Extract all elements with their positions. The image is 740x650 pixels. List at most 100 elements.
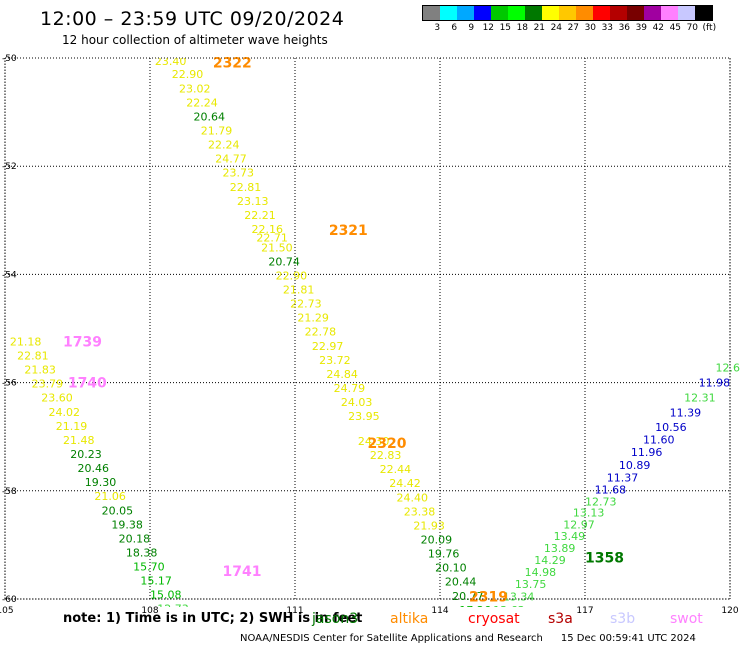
scale-label: 21 (533, 23, 546, 33)
wave-height-value: 20.46 (78, 462, 110, 475)
color-scale-labels: 3 6 9 12 15 18 21 24 27 30 33 36 39 42 45 70 (ft) (422, 21, 716, 33)
y-tick-label: -50 (2, 54, 17, 64)
wave-height-value: 22.21 (244, 209, 276, 222)
scale-swatch (474, 6, 491, 20)
scale-swatch (576, 6, 593, 20)
wave-height-value: 13.13 (573, 506, 605, 519)
satellite-legend-item: s3a (548, 611, 573, 627)
wave-height-value: 24.77 (215, 153, 247, 166)
wave-height-value: 19.30 (85, 476, 117, 489)
credit-text: NOAA/NESDIS Center for Satellite Applica… (240, 633, 543, 644)
wave-height-value: 24.02 (49, 406, 81, 419)
scale-label: 42 (652, 23, 665, 33)
scale-swatch (525, 6, 542, 20)
scale-label: 39 (635, 23, 648, 33)
wave-height-value: 23.73 (223, 167, 255, 180)
wave-height-value: 21.48 (63, 434, 95, 447)
wave-height-value: 22.81 (230, 181, 262, 194)
wave-height-value: 21.19 (56, 420, 88, 433)
wave-height-value: 24.30 (358, 435, 390, 448)
scale-swatch (610, 6, 627, 20)
scale-label: 6 (451, 23, 458, 33)
wave-height-value: 20.74 (268, 255, 300, 268)
scale-label: 27 (567, 23, 580, 33)
wave-height-value: 13.34 (503, 590, 535, 603)
wave-height-value: 22.44 (380, 463, 412, 476)
wave-height-value: 21.06 (94, 490, 126, 503)
wave-height-value: 12.73 (157, 603, 189, 616)
wave-height-value: 22.90 (172, 68, 204, 81)
wave-height-value: 12.97 (563, 518, 595, 531)
wave-height-value: 23.95 (348, 410, 380, 423)
track-label: 1739 (63, 334, 102, 350)
scale-label: 45 (669, 23, 682, 33)
wave-height-value: 22.81 (17, 350, 49, 363)
scale-swatch (678, 6, 695, 20)
y-tick-label: -52 (2, 162, 17, 172)
scale-swatch (661, 6, 678, 20)
wave-height-value: 23.38 (404, 505, 436, 518)
y-tick-label: -58 (2, 487, 17, 497)
wave-height-value: 19.76 (428, 548, 460, 561)
wave-height-value: 23.72 (319, 354, 351, 367)
footer-note: note: 1) Time is in UTC; 2) SWH is in fe… (63, 611, 363, 626)
scale-label: 30 (584, 23, 597, 33)
wave-height-value: 21.83 (24, 364, 56, 377)
wave-height-value: 12.31 (684, 392, 716, 405)
wave-height-value: 23.40 (155, 55, 187, 68)
scale-label: 9 (468, 23, 475, 33)
wave-height-value: 20.09 (421, 533, 453, 546)
credit-timestamp: 15 Dec 00:59:41 UTC 2024 (560, 633, 696, 644)
wave-height-value: 24.42 (389, 477, 421, 490)
wave-height-value: 17.26 (459, 604, 491, 617)
credit-line: NOAA/NESDIS Center for Satellite Applica… (240, 633, 696, 644)
wave-height-value: 11.98 (699, 377, 731, 390)
wave-height-value: 21.79 (201, 124, 233, 137)
wave-height-value: 23.79 (32, 378, 64, 391)
wave-height-value: 14.29 (534, 554, 566, 567)
wave-height-value: 18.38 (126, 546, 158, 559)
wave-height-value: 23.60 (41, 392, 73, 405)
wave-height-value: 15.17 (140, 575, 172, 588)
wave-height-value: 22.97 (312, 340, 344, 353)
wave-height-value: 10.89 (619, 459, 651, 472)
scale-swatch (508, 6, 525, 20)
wave-height-value: 21.18 (10, 335, 42, 348)
wave-height-value: 13.49 (554, 530, 586, 543)
x-tick-label: 105 (0, 606, 14, 616)
wave-height-value: 22.90 (276, 269, 308, 282)
wave-height-value: 20.18 (119, 532, 151, 545)
wave-height-value: 20.10 (435, 562, 467, 575)
wave-height-value: 23.02 (179, 82, 211, 95)
wave-height-value: 21.93 (413, 519, 445, 532)
wave-height-value: 22.78 (305, 326, 337, 339)
wave-height-value: 20.77 (452, 590, 484, 603)
scale-swatch (695, 6, 712, 20)
wave-height-value: 21.81 (283, 284, 315, 297)
satellite-legend-item: altika (390, 611, 429, 627)
wave-height-value: 11.39 (670, 406, 702, 419)
wave-height-value: 13.63 (493, 604, 524, 617)
track-label: 1741 (223, 564, 262, 580)
wave-height-value: 14.98 (525, 566, 557, 579)
scale-swatch (440, 6, 457, 20)
scale-swatch (559, 6, 576, 20)
scale-label: 24 (550, 23, 563, 33)
track-label: 2320 (368, 436, 407, 452)
wave-height-value: 24.03 (341, 396, 373, 409)
wave-height-value: 20.64 (194, 110, 226, 123)
wave-height-value: 21.50 (261, 241, 293, 254)
scale-swatch (491, 6, 508, 20)
y-tick-label: -60 (2, 595, 17, 605)
scale-swatch (423, 6, 440, 20)
scale-label: 12 (482, 23, 495, 33)
wave-height-value: 11.68 (595, 484, 627, 497)
track-label: 1358 (585, 550, 624, 566)
wave-height-value: 13.89 (544, 542, 576, 555)
scale-swatch (542, 6, 559, 20)
track-label: 2322 (213, 55, 252, 71)
y-tick-label: -54 (2, 270, 17, 280)
wave-height-value: 15.08 (150, 589, 182, 602)
wave-height-values: 23.4022.9023.0222.2420.6421.7922.2424.77… (10, 55, 740, 617)
